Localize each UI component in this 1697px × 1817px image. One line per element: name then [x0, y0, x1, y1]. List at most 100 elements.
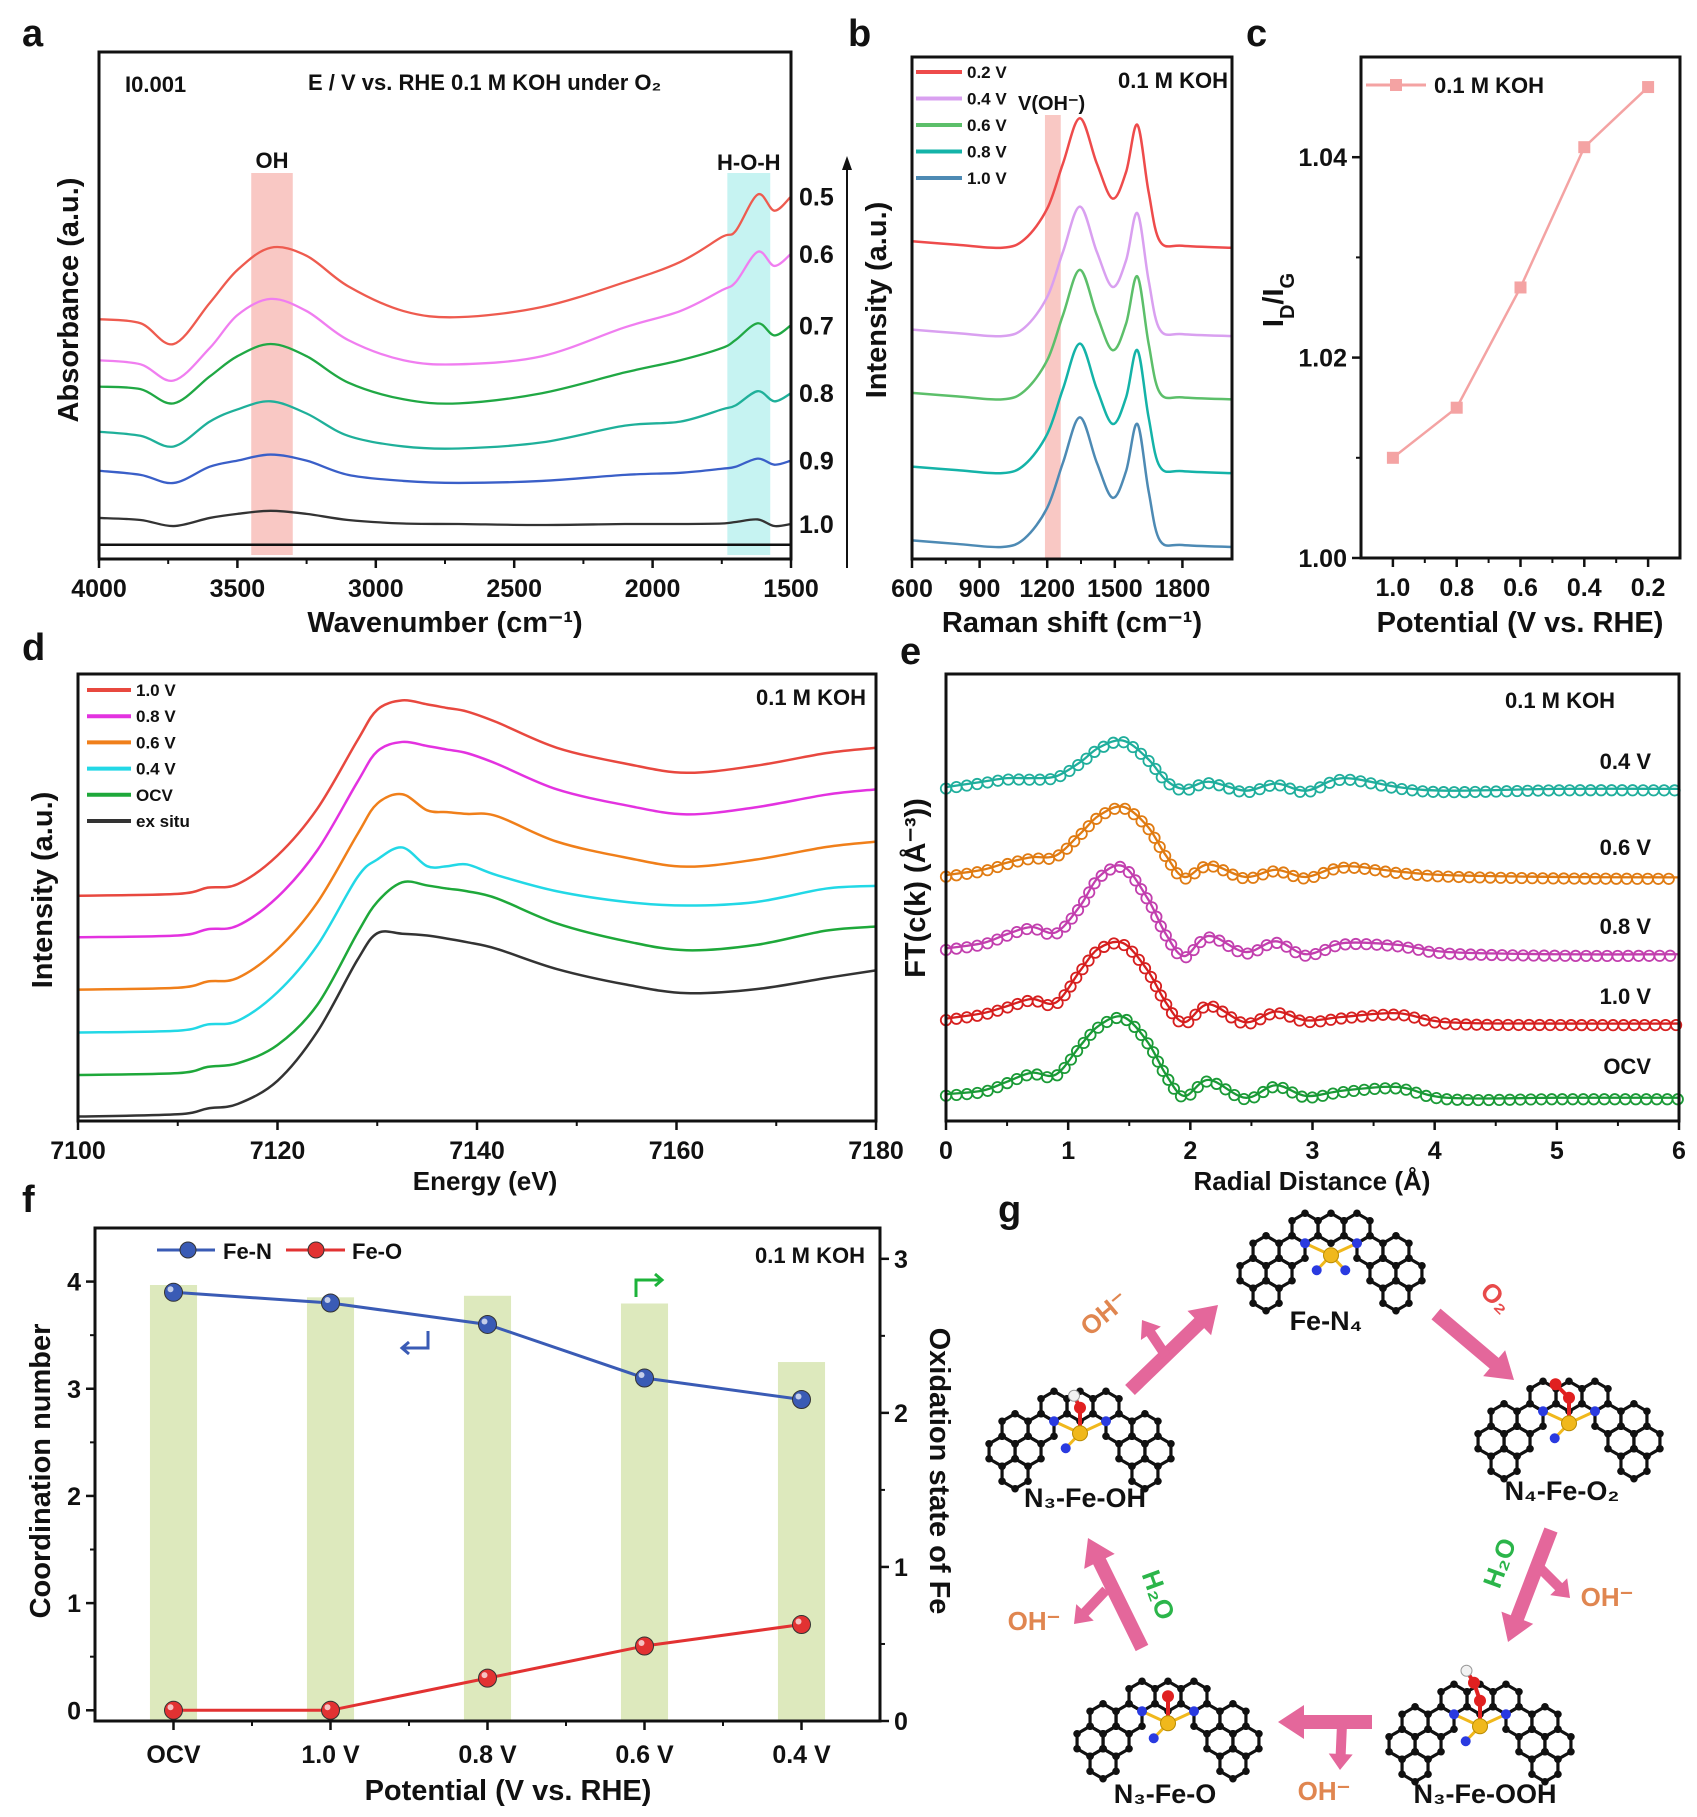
data-point [1187, 943, 1200, 957]
carbon-atom [1567, 1747, 1575, 1756]
carbon-atom [1249, 1254, 1257, 1263]
iron-atom [1323, 1247, 1339, 1264]
carbon-atom [1411, 1777, 1419, 1786]
carbon-atom [1463, 1702, 1471, 1711]
carbon-atom [1190, 1677, 1198, 1686]
panel-e-exafs: 0.4 V 0.6 V 0.8 V 1.0 V OCV 0 1 2 3 4 5 6 0.1 M KOH F… [899, 672, 1686, 1196]
legend-label: 1.0 V [967, 169, 1007, 188]
data-point [1207, 1000, 1220, 1013]
data-point [1083, 886, 1096, 899]
carbon-atom [1617, 1467, 1625, 1476]
data-point [478, 1314, 497, 1334]
condition-annotation: 0.1 M KOH [756, 685, 866, 710]
fit-0.8 V [945, 864, 1680, 958]
arrow-left-axis-icon [399, 1331, 430, 1356]
carbon-atom [1418, 1276, 1426, 1285]
carbon-atom [1366, 1231, 1374, 1240]
spectrum-1.0 [98, 509, 792, 528]
carbon-atom [1515, 1687, 1523, 1696]
carbon-atom [1112, 1752, 1120, 1761]
data-point [321, 1700, 340, 1720]
species-label: N₃-Fe-O [1114, 1779, 1216, 1809]
data-point [1134, 883, 1148, 896]
carbon-atom [1249, 1284, 1257, 1293]
data-point [1213, 934, 1226, 947]
carbon-atom [998, 1432, 1006, 1441]
data-point [1386, 451, 1399, 464]
data-point [1127, 808, 1141, 821]
plot-frame [910, 55, 1234, 561]
release-arrow [1140, 1320, 1171, 1359]
carbon-atom [1275, 1299, 1283, 1308]
xanes-0.4 V [77, 846, 877, 1034]
molecule-O2 [1474, 1377, 1664, 1483]
carbon-atom [1314, 1216, 1322, 1225]
x-tick-label: 4 [1428, 1137, 1442, 1165]
spectrum-0.5 [98, 193, 792, 346]
data-point [1126, 945, 1139, 958]
carbon-atom [1630, 1399, 1638, 1408]
carbon-atom [1255, 1744, 1263, 1753]
carbon-atom [1656, 1444, 1664, 1453]
carbon-atom [1513, 1422, 1521, 1431]
data-point-highlight [324, 1297, 331, 1304]
legend-label: 0.8 V [136, 707, 176, 726]
spectrum-0.4 V [911, 205, 1233, 338]
series-label: 0.6 V [1600, 835, 1652, 860]
carbon-atom [1262, 1306, 1270, 1315]
carbon-atom [1513, 1452, 1521, 1461]
data-point [1149, 980, 1163, 993]
carbon-atom [1424, 1755, 1432, 1764]
highlight-band [251, 173, 293, 555]
data-point [1126, 740, 1140, 754]
spectrum-0.9 [98, 453, 792, 485]
y-tick-label: 2 [67, 1483, 81, 1511]
carbon-atom [1366, 1216, 1374, 1225]
legend-label: ex situ [136, 812, 190, 831]
data-point [1222, 939, 1235, 953]
oxygen-atom [1162, 1690, 1174, 1703]
data-point [1151, 1055, 1165, 1068]
carbon-atom [1037, 1439, 1045, 1448]
carbon-atom [1630, 1429, 1638, 1438]
carbon-atom [1366, 1276, 1374, 1285]
carbon-atom [1128, 1477, 1136, 1486]
oxygen-atom [1563, 1391, 1575, 1404]
x-tick-label: 7180 [848, 1137, 904, 1165]
data-point [1129, 874, 1142, 887]
carbon-atom [1086, 1767, 1094, 1776]
carbon-atom [1474, 1429, 1482, 1438]
data-point [1179, 872, 1192, 885]
data-point [1054, 770, 1067, 783]
data-point [1159, 849, 1172, 863]
oxygen-atom [1074, 1401, 1086, 1414]
data-point [1082, 820, 1095, 833]
carbon-atom [1050, 1432, 1058, 1441]
data-point [1144, 970, 1158, 984]
nitrogen-atom [1460, 1736, 1471, 1747]
carbon-atom [1086, 1707, 1094, 1716]
carbon-atom [1541, 1777, 1549, 1786]
data-point [1117, 938, 1131, 952]
xanes-ex situ [77, 930, 877, 1118]
highlight-band [1044, 115, 1061, 559]
carbon-atom [1275, 1239, 1283, 1248]
carbon-atom [1203, 1744, 1211, 1753]
carbon-atom [1405, 1239, 1413, 1248]
data-point [1225, 1011, 1238, 1024]
carbon-atom [1643, 1422, 1651, 1431]
carbon-atom [1073, 1744, 1081, 1753]
data-point [1182, 783, 1196, 796]
data-point [1184, 1088, 1197, 1101]
x-tick-label: 0.8 V [458, 1741, 517, 1769]
carbon-atom [1340, 1216, 1348, 1225]
x-tick-label: 7100 [50, 1137, 106, 1165]
data-point [1134, 747, 1148, 760]
data-point [1210, 1077, 1223, 1090]
data-point [1070, 1044, 1084, 1058]
carbon-atom [1528, 1710, 1536, 1719]
oxidation-state-bar [777, 1362, 826, 1721]
x-axis-title: Wavenumber (cm⁻¹) [307, 607, 582, 639]
legend-label: Fe-N [223, 1239, 272, 1264]
